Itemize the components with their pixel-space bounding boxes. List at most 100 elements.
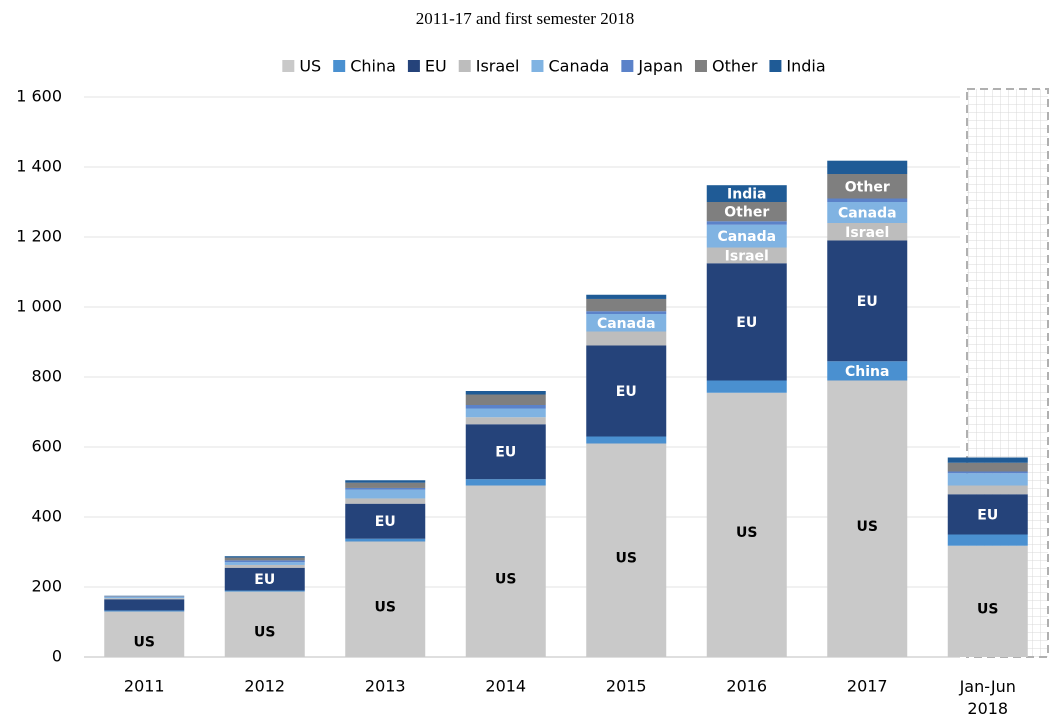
y-tick-label: 600 bbox=[31, 437, 62, 456]
bar-segment bbox=[104, 599, 185, 611]
segment-label: Israel bbox=[845, 225, 889, 241]
bar-segment bbox=[345, 498, 426, 504]
bar-segment bbox=[947, 545, 1028, 657]
bar-segment bbox=[104, 596, 185, 599]
bar-segment bbox=[947, 462, 1028, 472]
bar-segment bbox=[465, 405, 546, 409]
bar-segment bbox=[706, 247, 787, 264]
bar-segment bbox=[224, 591, 305, 657]
bar-segment bbox=[947, 471, 1028, 474]
segment-label: EU bbox=[254, 572, 275, 588]
bar-segment bbox=[104, 610, 185, 612]
bar-segment bbox=[586, 298, 667, 312]
legend-swatch bbox=[694, 60, 707, 72]
x-tick-label: 2015 bbox=[606, 677, 647, 696]
bar-segment bbox=[104, 598, 185, 600]
bar-segment bbox=[827, 380, 908, 657]
bar-segment bbox=[827, 361, 908, 381]
segment-label: Other bbox=[845, 179, 890, 195]
bar-segment bbox=[706, 202, 787, 222]
bar-segment bbox=[706, 224, 787, 248]
bar-segment bbox=[586, 345, 667, 437]
bar-segment bbox=[345, 541, 426, 657]
bar-segment bbox=[827, 202, 908, 223]
bar-segment bbox=[224, 560, 305, 563]
segment-label: EU bbox=[977, 507, 998, 523]
legend-label: Japan bbox=[637, 57, 683, 76]
y-tick-label: 1 000 bbox=[16, 297, 62, 316]
bar-segment bbox=[465, 408, 546, 418]
bar-segment bbox=[465, 417, 546, 425]
x-tick-label: 2014 bbox=[485, 677, 526, 696]
segment-label: Canada bbox=[717, 229, 776, 245]
segment-label: US bbox=[375, 599, 396, 615]
bar-segment bbox=[465, 485, 546, 657]
segment-label: EU bbox=[736, 315, 757, 331]
bar-segment bbox=[345, 480, 426, 483]
legend-label: China bbox=[350, 57, 396, 76]
legend-label: Other bbox=[712, 57, 758, 76]
bar-segment bbox=[947, 473, 1028, 486]
legend-swatch bbox=[531, 60, 544, 72]
segment-label: India bbox=[727, 187, 766, 203]
legend-swatch bbox=[621, 60, 634, 72]
segment-label: US bbox=[134, 634, 155, 650]
bar-segment bbox=[827, 198, 908, 202]
bar-segment bbox=[947, 494, 1028, 535]
bar-segment bbox=[586, 314, 667, 332]
x-tick-label: Jan-Jun 2018 bbox=[959, 677, 1016, 718]
segment-label: EU bbox=[495, 445, 516, 461]
x-tick-label: 2011 bbox=[124, 677, 165, 696]
bar-segment bbox=[586, 436, 667, 444]
x-tick-label: 2016 bbox=[726, 677, 767, 696]
legend-swatch bbox=[769, 60, 782, 72]
bar-segment bbox=[224, 556, 305, 558]
bar-segment bbox=[586, 331, 667, 346]
bar-segment bbox=[465, 391, 546, 395]
segment-label: Canada bbox=[597, 316, 656, 332]
legend-label: Canada bbox=[548, 57, 609, 76]
legend-label: Israel bbox=[476, 57, 520, 76]
segment-label: US bbox=[254, 624, 275, 640]
bar-segment bbox=[465, 394, 546, 405]
y-tick-label: 200 bbox=[31, 577, 62, 596]
bar-segment bbox=[345, 489, 426, 499]
x-tick-label: 2017 bbox=[847, 677, 888, 696]
legend-swatch bbox=[458, 60, 471, 72]
bar-segment bbox=[947, 485, 1028, 495]
bar-segment bbox=[224, 562, 305, 565]
bar-segment bbox=[947, 457, 1028, 463]
legend-label: India bbox=[786, 57, 825, 76]
bar-segment bbox=[224, 564, 305, 568]
bar-segment bbox=[224, 590, 305, 592]
y-tick-label: 800 bbox=[31, 367, 62, 386]
segment-label: EU bbox=[857, 294, 878, 310]
bar-segment bbox=[345, 487, 426, 490]
segment-label: EU bbox=[375, 514, 396, 530]
bar-segment bbox=[827, 174, 908, 199]
y-tick-label: 400 bbox=[31, 507, 62, 526]
segment-label: US bbox=[495, 571, 516, 587]
chart-title: 2011-17 and first semester 2018 bbox=[416, 9, 634, 28]
segment-label: US bbox=[977, 601, 998, 617]
segment-label: Other bbox=[724, 205, 769, 221]
bar-segment bbox=[586, 294, 667, 299]
bar-segment bbox=[224, 557, 305, 561]
segment-label: US bbox=[857, 519, 878, 535]
x-tick-label: 2012 bbox=[244, 677, 285, 696]
segment-label: US bbox=[616, 550, 637, 566]
segment-label: US bbox=[736, 525, 757, 541]
legend-label: EU bbox=[425, 57, 447, 76]
bar-segment bbox=[947, 534, 1028, 546]
y-tick-label: 1 600 bbox=[16, 87, 62, 106]
bar-segment bbox=[104, 611, 185, 657]
legend: US China EU Israel Canada Japan Other India bbox=[282, 57, 826, 76]
bar-segment bbox=[827, 160, 908, 174]
segment-label: Canada bbox=[838, 206, 897, 222]
legend-swatch bbox=[407, 60, 420, 72]
legend-swatch bbox=[333, 60, 346, 72]
segment-label: Israel bbox=[725, 248, 769, 264]
segment-label: EU bbox=[616, 384, 637, 400]
bar-segment bbox=[345, 482, 426, 488]
bar-segment bbox=[586, 443, 667, 657]
